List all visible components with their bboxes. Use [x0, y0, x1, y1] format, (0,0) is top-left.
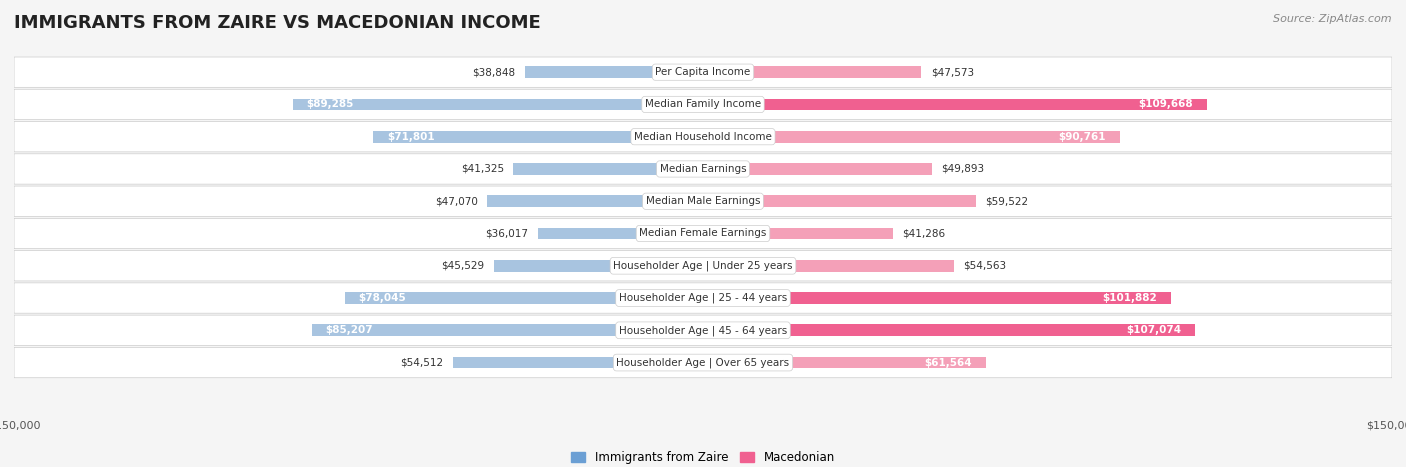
Bar [312, 325, 703, 336]
Text: Median Male Earnings: Median Male Earnings [645, 196, 761, 206]
Text: $107,074: $107,074 [1126, 325, 1181, 335]
FancyBboxPatch shape [14, 57, 1392, 87]
Text: $90,761: $90,761 [1059, 132, 1107, 142]
Text: $78,045: $78,045 [359, 293, 406, 303]
Bar [703, 292, 1171, 304]
Bar [703, 163, 932, 175]
Bar [703, 325, 1195, 336]
FancyBboxPatch shape [14, 219, 1392, 248]
FancyBboxPatch shape [14, 283, 1392, 313]
Text: $41,325: $41,325 [461, 164, 503, 174]
Text: Householder Age | 25 - 44 years: Householder Age | 25 - 44 years [619, 293, 787, 303]
Bar [703, 66, 921, 78]
Text: Householder Age | 45 - 64 years: Householder Age | 45 - 64 years [619, 325, 787, 336]
Bar [453, 357, 703, 368]
Text: $49,893: $49,893 [942, 164, 984, 174]
FancyBboxPatch shape [14, 89, 1392, 120]
Text: Median Earnings: Median Earnings [659, 164, 747, 174]
Text: $47,573: $47,573 [931, 67, 974, 77]
Bar [373, 131, 703, 142]
FancyBboxPatch shape [14, 186, 1392, 216]
Text: Per Capita Income: Per Capita Income [655, 67, 751, 77]
Text: $38,848: $38,848 [472, 67, 516, 77]
Bar [703, 195, 976, 207]
Text: $101,882: $101,882 [1102, 293, 1157, 303]
Bar [344, 292, 703, 304]
Text: Median Household Income: Median Household Income [634, 132, 772, 142]
Text: Householder Age | Under 25 years: Householder Age | Under 25 years [613, 261, 793, 271]
Text: IMMIGRANTS FROM ZAIRE VS MACEDONIAN INCOME: IMMIGRANTS FROM ZAIRE VS MACEDONIAN INCO… [14, 14, 541, 32]
FancyBboxPatch shape [14, 121, 1392, 152]
Bar [703, 131, 1119, 142]
Text: Source: ZipAtlas.com: Source: ZipAtlas.com [1274, 14, 1392, 24]
Bar [494, 260, 703, 272]
Bar [537, 228, 703, 239]
Text: $41,286: $41,286 [901, 228, 945, 239]
Bar [703, 260, 953, 272]
Bar [524, 66, 703, 78]
FancyBboxPatch shape [14, 347, 1392, 378]
Text: $54,512: $54,512 [401, 358, 443, 368]
Text: $89,285: $89,285 [307, 99, 354, 109]
Text: $54,563: $54,563 [963, 261, 1005, 271]
Text: $85,207: $85,207 [325, 325, 373, 335]
Text: $47,070: $47,070 [434, 196, 478, 206]
Text: $36,017: $36,017 [485, 228, 529, 239]
Bar [292, 99, 703, 110]
Bar [486, 195, 703, 207]
FancyBboxPatch shape [14, 251, 1392, 281]
FancyBboxPatch shape [14, 315, 1392, 346]
Bar [703, 99, 1206, 110]
Bar [703, 357, 986, 368]
Text: $45,529: $45,529 [441, 261, 485, 271]
Text: Householder Age | Over 65 years: Householder Age | Over 65 years [616, 357, 790, 368]
Legend: Immigrants from Zaire, Macedonian: Immigrants from Zaire, Macedonian [567, 446, 839, 467]
FancyBboxPatch shape [14, 154, 1392, 184]
Bar [513, 163, 703, 175]
Bar [703, 228, 893, 239]
Text: $61,564: $61,564 [924, 358, 972, 368]
Text: $109,668: $109,668 [1139, 99, 1192, 109]
Text: $59,522: $59,522 [986, 196, 1029, 206]
Text: Median Family Income: Median Family Income [645, 99, 761, 109]
Text: Median Female Earnings: Median Female Earnings [640, 228, 766, 239]
Text: $71,801: $71,801 [387, 132, 434, 142]
